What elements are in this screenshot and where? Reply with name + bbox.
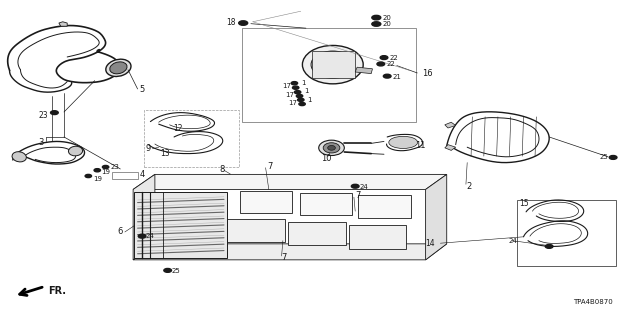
Text: 5: 5: [140, 85, 145, 94]
Ellipse shape: [110, 62, 127, 74]
Ellipse shape: [106, 59, 131, 76]
Ellipse shape: [328, 145, 335, 150]
Circle shape: [383, 74, 391, 78]
Text: 18: 18: [226, 18, 236, 27]
Bar: [242, 28, 416, 122]
Text: 11: 11: [415, 141, 425, 150]
Bar: [144, 110, 239, 167]
Circle shape: [545, 244, 553, 248]
Text: 16: 16: [422, 69, 433, 78]
Text: 25: 25: [172, 268, 180, 274]
Text: 25: 25: [599, 155, 608, 160]
Text: 20: 20: [383, 15, 392, 20]
Circle shape: [102, 165, 109, 169]
Bar: [349, 225, 406, 249]
Polygon shape: [133, 174, 447, 189]
Bar: [358, 195, 411, 218]
Text: 12: 12: [173, 124, 182, 132]
Text: 22: 22: [387, 61, 396, 67]
Text: 7: 7: [268, 162, 273, 171]
Text: 20: 20: [383, 21, 392, 27]
Text: 3: 3: [38, 138, 44, 147]
Text: 17: 17: [285, 92, 294, 98]
Ellipse shape: [323, 143, 340, 153]
Circle shape: [372, 22, 381, 26]
Polygon shape: [445, 145, 456, 150]
Circle shape: [372, 15, 381, 20]
Text: TPA4B0870: TPA4B0870: [573, 300, 613, 305]
Ellipse shape: [326, 61, 339, 69]
Circle shape: [291, 82, 298, 85]
Ellipse shape: [311, 51, 355, 78]
Text: 10: 10: [321, 154, 332, 163]
Text: 17: 17: [288, 100, 297, 106]
Circle shape: [85, 174, 92, 178]
Text: 23: 23: [110, 164, 119, 170]
Text: 6: 6: [118, 228, 123, 236]
Text: FR.: FR.: [48, 285, 66, 296]
Text: 24: 24: [360, 184, 369, 190]
Circle shape: [292, 86, 299, 89]
Text: 2: 2: [466, 182, 471, 191]
Bar: [300, 193, 352, 215]
Polygon shape: [59, 22, 67, 26]
Text: 1: 1: [304, 88, 308, 94]
Circle shape: [51, 111, 58, 115]
Text: 14: 14: [426, 239, 435, 248]
Circle shape: [380, 56, 388, 60]
Circle shape: [351, 184, 359, 188]
Bar: [288, 222, 346, 245]
Circle shape: [294, 91, 301, 94]
Text: 24: 24: [146, 233, 155, 239]
Circle shape: [609, 156, 617, 159]
Circle shape: [298, 98, 304, 101]
Text: 1: 1: [301, 80, 305, 86]
Text: 9: 9: [146, 144, 151, 153]
Text: 13: 13: [160, 149, 170, 158]
Text: 7: 7: [355, 191, 360, 200]
Ellipse shape: [319, 140, 344, 156]
Bar: [240, 191, 292, 213]
Text: 22: 22: [389, 55, 398, 60]
Ellipse shape: [12, 152, 26, 162]
Text: 24: 24: [508, 238, 517, 244]
Ellipse shape: [303, 45, 364, 84]
Circle shape: [299, 102, 305, 106]
Polygon shape: [312, 51, 355, 78]
Text: 17: 17: [282, 84, 291, 89]
Circle shape: [377, 62, 385, 66]
Circle shape: [164, 268, 172, 272]
Polygon shape: [355, 67, 372, 74]
Polygon shape: [445, 122, 456, 128]
Text: 23: 23: [38, 111, 48, 120]
Polygon shape: [133, 244, 447, 260]
Text: 8: 8: [219, 165, 224, 174]
Circle shape: [94, 169, 100, 172]
Text: 4: 4: [140, 170, 145, 179]
Ellipse shape: [68, 146, 83, 156]
Ellipse shape: [389, 136, 417, 148]
Polygon shape: [133, 174, 155, 260]
Text: 21: 21: [393, 75, 402, 80]
Polygon shape: [426, 174, 447, 260]
Bar: [134, 192, 227, 258]
Bar: [517, 200, 616, 266]
Text: 15: 15: [520, 199, 529, 208]
Text: 7: 7: [282, 253, 287, 262]
Circle shape: [296, 94, 303, 98]
Text: 19: 19: [101, 169, 110, 175]
Circle shape: [138, 234, 146, 238]
Bar: [227, 219, 285, 242]
Circle shape: [239, 21, 248, 25]
Text: 1: 1: [307, 97, 312, 103]
Bar: [112, 172, 138, 179]
Text: 19: 19: [93, 176, 102, 181]
Ellipse shape: [320, 57, 346, 73]
